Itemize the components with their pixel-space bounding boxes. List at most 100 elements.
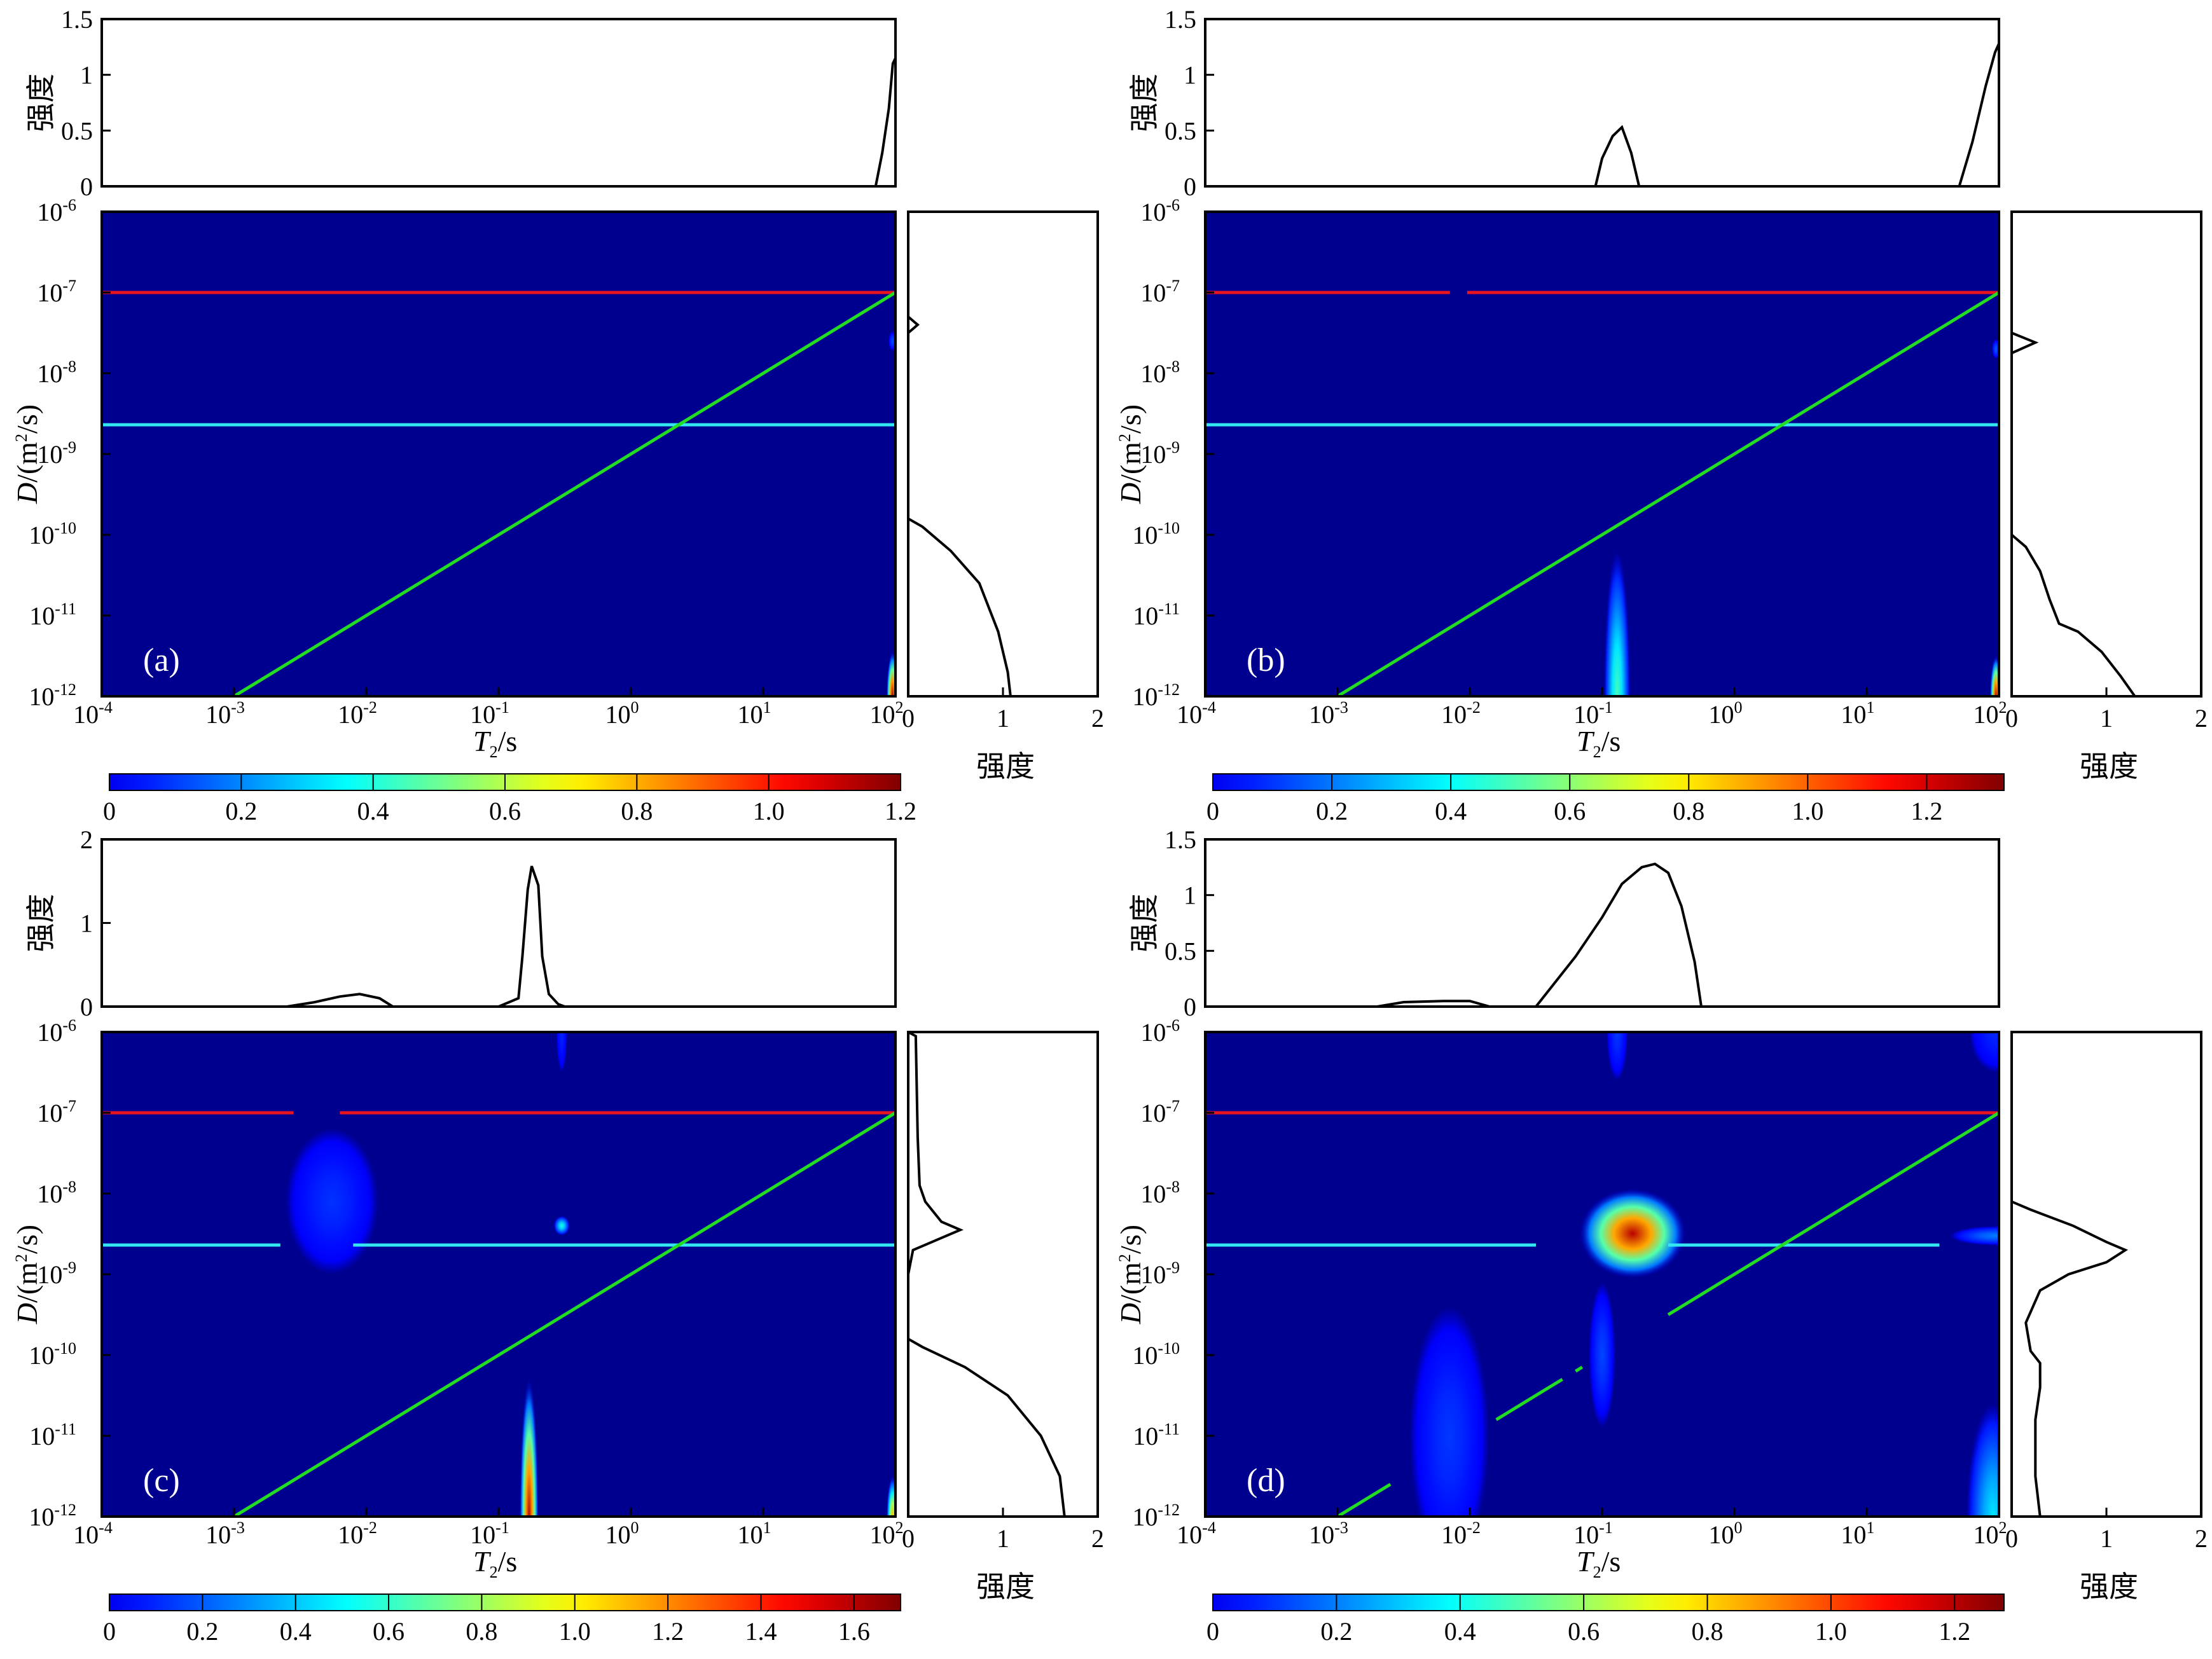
green-reference-line bbox=[1336, 291, 2000, 698]
x-tick-label: 102 bbox=[870, 698, 904, 729]
x-tick-label: 10-4 bbox=[73, 698, 113, 729]
side-profile-frame bbox=[907, 210, 1099, 698]
y-tick-label: 10-10 bbox=[1132, 519, 1180, 549]
y-axis-label: D/(m2/s) bbox=[1114, 1225, 1147, 1325]
y-tick-label: 10-10 bbox=[29, 519, 76, 549]
colorbar-tick-label: 0.4 bbox=[1444, 1617, 1476, 1646]
x-tick-label: 10-2 bbox=[1441, 698, 1481, 729]
panel-d: 10-4 10-3 10-2 10-1 100 101 102T2/s10-1210-111… bbox=[1114, 825, 2208, 1646]
x-tick-label: 100 bbox=[1709, 698, 1743, 729]
side-intensity-label: 强度 bbox=[2080, 749, 2138, 783]
x-axis-label: T2/s bbox=[1577, 1545, 1621, 1581]
panel-label: (a) bbox=[143, 642, 180, 678]
colorbar-tick-label: 0.4 bbox=[1435, 797, 1467, 825]
panel-c: 10-4 10-3 10-2 10-1 100 101 102T2/s10-1210-111… bbox=[11, 825, 1104, 1646]
colorbar-tick-label: 0.8 bbox=[466, 1617, 497, 1646]
y-tick-label: 10-8 bbox=[37, 357, 76, 388]
colorbar-tick-label: 0.8 bbox=[621, 797, 653, 825]
heatmap-background bbox=[102, 1032, 895, 1517]
heatmap-peak bbox=[1579, 1188, 1686, 1278]
top-intensity-label: 强度 bbox=[1127, 74, 1161, 132]
colorbar bbox=[1212, 1594, 2005, 1611]
colorbar-tick-label: 0 bbox=[103, 797, 116, 825]
colorbar-tick-label: 0.2 bbox=[1320, 1617, 1352, 1646]
panel-label: (b) bbox=[1247, 642, 1285, 678]
d-profile-curve bbox=[2011, 1200, 2129, 1517]
x-tick-label: 102 bbox=[870, 1518, 904, 1549]
heatmap-peak bbox=[888, 331, 895, 351]
x-axis-label: T2/s bbox=[473, 725, 517, 761]
y-axis-label: D/(m2/s) bbox=[11, 404, 43, 504]
top-intensity-label: 强度 bbox=[24, 894, 58, 953]
heatmap-background bbox=[1205, 212, 1999, 696]
t2-profile-curve bbox=[1205, 862, 1999, 1008]
y-tick-label: 10-12 bbox=[29, 1501, 76, 1531]
top-tick-label: 0.5 bbox=[61, 116, 93, 145]
colorbar-tick-label: 0 bbox=[103, 1617, 116, 1646]
green-reference-line bbox=[1495, 1377, 1563, 1421]
heatmap-background bbox=[1205, 1032, 1999, 1517]
side-intensity-label: 强度 bbox=[976, 1569, 1035, 1604]
y-tick-label: 10-12 bbox=[29, 680, 76, 711]
x-tick-label: 102 bbox=[1974, 698, 2007, 729]
x-tick-label: 10-3 bbox=[205, 698, 245, 729]
side-profile-frame bbox=[2010, 210, 2202, 698]
y-tick-label: 10-8 bbox=[1140, 1178, 1180, 1208]
colorbar-tick-label: 0.6 bbox=[1568, 1617, 1600, 1646]
heatmap-peak bbox=[1990, 656, 1999, 696]
colorbar-tick-label: 0 bbox=[1206, 1617, 1219, 1646]
top-tick-label: 0 bbox=[1184, 993, 1196, 1021]
side-tick-label: 2 bbox=[2195, 1524, 2208, 1553]
top-profile-frame bbox=[100, 838, 897, 1008]
y-tick-label: 10-11 bbox=[29, 600, 76, 630]
top-tick-label: 0.5 bbox=[1165, 937, 1196, 965]
x-tick-label: 10-3 bbox=[1309, 1518, 1348, 1549]
side-tick-label: 1 bbox=[997, 1524, 1009, 1553]
y-tick-label: 10-6 bbox=[1140, 196, 1180, 226]
top-tick-label: 2 bbox=[80, 825, 93, 854]
y-tick-label: 10-12 bbox=[1132, 680, 1180, 711]
t2-profile-curve bbox=[1205, 43, 2000, 188]
colorbar-tick-label: 1.2 bbox=[885, 797, 916, 825]
x-tick-label: 101 bbox=[1841, 698, 1875, 729]
y-tick-label: 10-11 bbox=[29, 1420, 76, 1450]
top-profile-frame bbox=[100, 18, 897, 188]
top-tick-label: 1 bbox=[80, 909, 93, 938]
colorbar-tick-label: 1.4 bbox=[745, 1617, 777, 1646]
x-tick-label: 101 bbox=[738, 698, 771, 729]
side-tick-label: 0 bbox=[2005, 704, 2018, 733]
side-tick-label: 0 bbox=[902, 704, 915, 733]
x-axis-label: T2/s bbox=[1577, 725, 1621, 761]
top-tick-label: 1.5 bbox=[1165, 825, 1196, 854]
side-tick-label: 1 bbox=[2100, 704, 2113, 733]
x-tick-label: 10-1 bbox=[470, 698, 509, 729]
heatmap-peak bbox=[887, 652, 895, 696]
top-intensity-label: 强度 bbox=[1127, 894, 1161, 953]
y-tick-label: 10-6 bbox=[1140, 1016, 1180, 1047]
heatmap-peak bbox=[1409, 1306, 1490, 1517]
heatmap-peak bbox=[286, 1129, 378, 1274]
colorbar-tick-label: 1.0 bbox=[559, 1617, 591, 1646]
colorbar-tick-label: 1.2 bbox=[1939, 1617, 1970, 1646]
y-axis-label: D/(m2/s) bbox=[11, 1225, 43, 1325]
x-tick-label: 10-1 bbox=[470, 1518, 509, 1549]
heatmap-peak bbox=[520, 1379, 539, 1517]
y-tick-label: 10-10 bbox=[29, 1339, 76, 1370]
top-tick-label: 1 bbox=[1184, 881, 1196, 910]
y-tick-label: 10-11 bbox=[1133, 1420, 1180, 1450]
heatmap-peak bbox=[887, 1476, 895, 1517]
top-intensity-label: 强度 bbox=[24, 74, 58, 132]
colorbar-tick-label: 0.4 bbox=[280, 1617, 312, 1646]
heatmap-peak bbox=[1607, 1032, 1628, 1081]
side-tick-label: 1 bbox=[997, 704, 1009, 733]
top-tick-label: 1 bbox=[1184, 61, 1196, 90]
x-tick-label: 101 bbox=[738, 1518, 771, 1549]
colorbar-tick-label: 0.4 bbox=[357, 797, 389, 825]
y-tick-label: 10-11 bbox=[1133, 600, 1180, 630]
colorbar-tick-label: 1.2 bbox=[652, 1617, 684, 1646]
x-tick-label: 100 bbox=[605, 1518, 639, 1549]
top-tick-label: 0 bbox=[80, 993, 93, 1021]
y-tick-label: 10-7 bbox=[1140, 1097, 1180, 1127]
colorbar-tick-label: 1.0 bbox=[753, 797, 785, 825]
x-tick-label: 10-4 bbox=[73, 1518, 113, 1549]
